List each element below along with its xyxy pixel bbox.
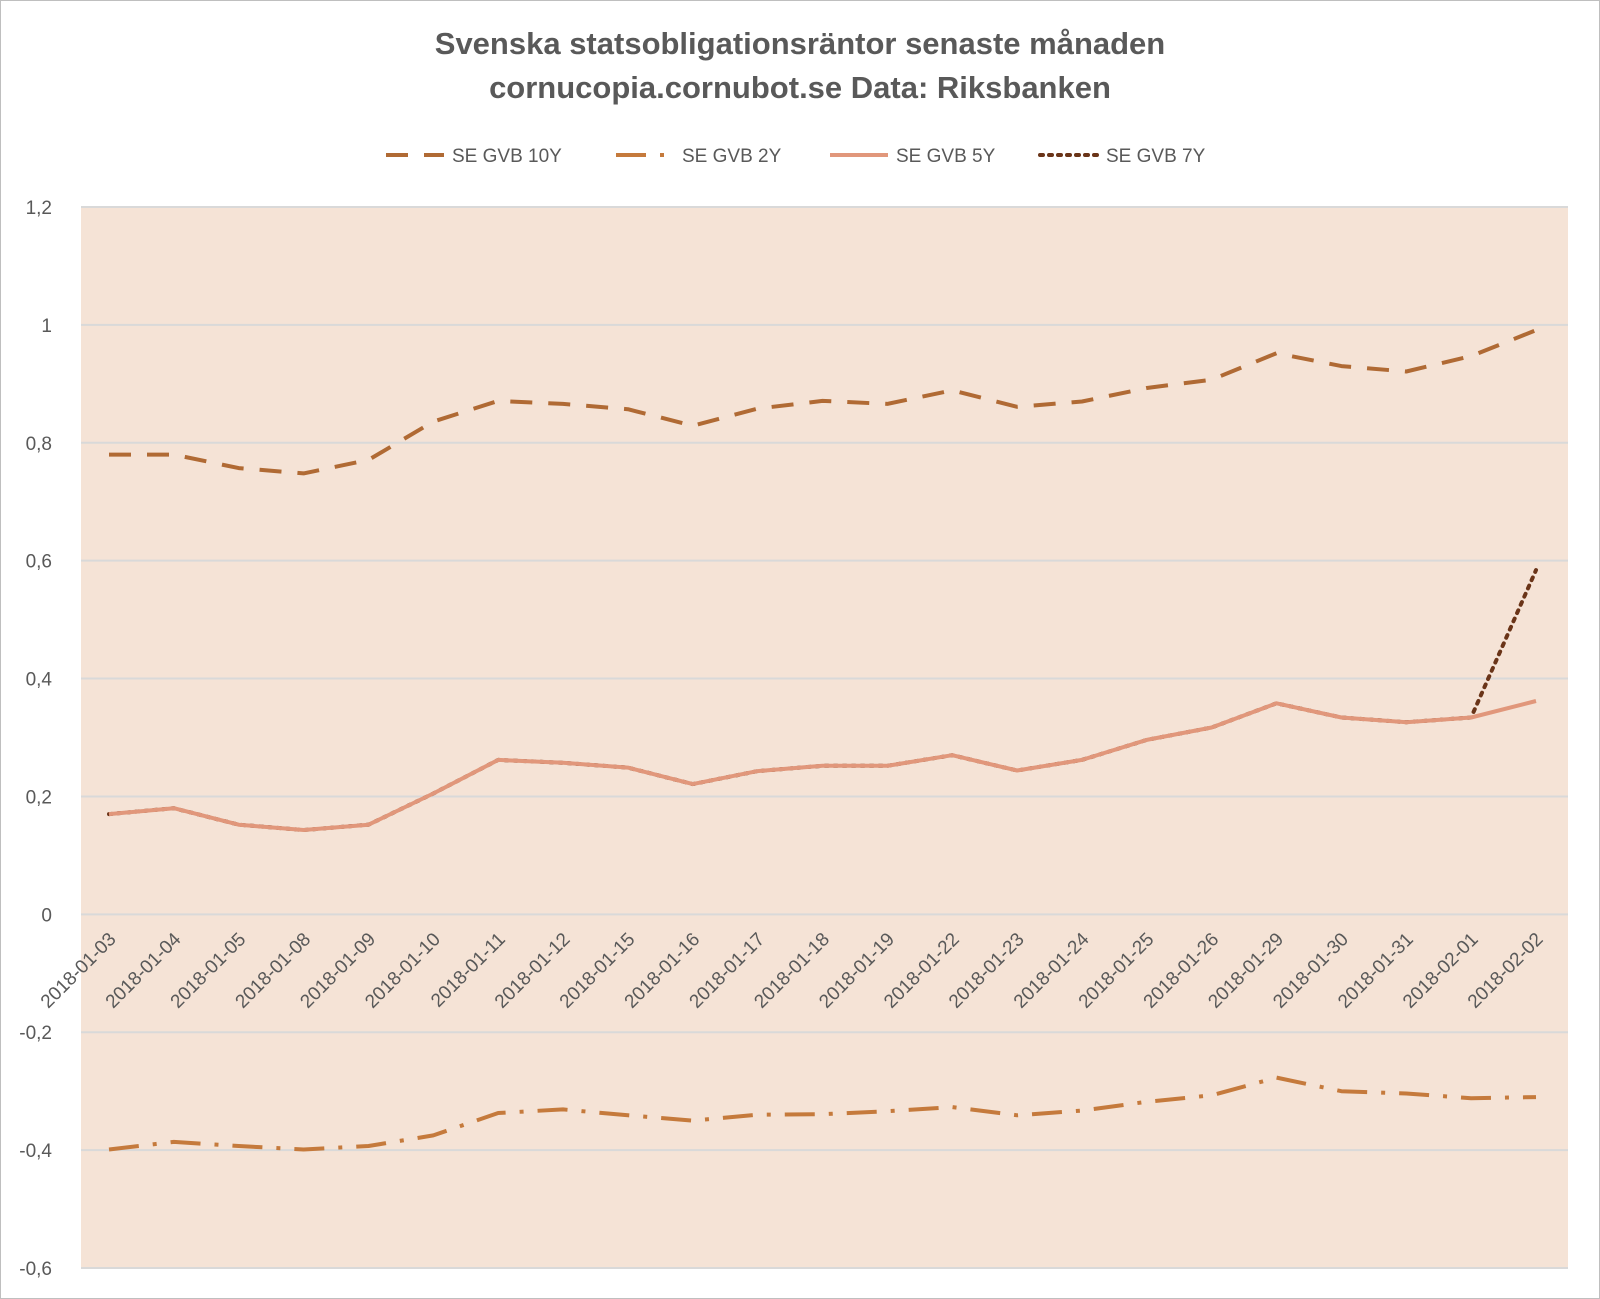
plot-area: [81, 207, 1568, 1268]
series-lines: [107, 328, 1538, 1152]
y-tick-label: -0,6: [19, 1259, 52, 1280]
y-tick-label: -0,4: [19, 1141, 52, 1162]
gridlines: [81, 206, 1568, 1269]
y-tick-label: 0: [41, 905, 52, 926]
legend-label: SE GVB 2Y: [682, 146, 782, 167]
y-tick-label: 0,4: [26, 670, 53, 691]
series-line-se-gvb-2y: [108, 1075, 1537, 1152]
chart-subtitle: cornucopia.cornubot.se Data: Riksbanken: [489, 70, 1111, 105]
y-tick-label: 0,8: [26, 434, 52, 455]
y-tick-label: 1: [41, 316, 52, 337]
chart-title: Svenska statsobligationsräntor senaste m…: [435, 26, 1165, 61]
y-tick-label: 1,2: [26, 198, 52, 219]
legend-label: SE GVB 10Y: [452, 146, 562, 167]
legend: SE GVB 10Y SE GVB 2Y SE GVB 5Y SE GVB 7Y: [386, 146, 1206, 167]
series-line-se-gvb-5y: [108, 699, 1537, 832]
y-tick-label: 0,2: [26, 787, 52, 808]
y-tick-label: -0,2: [19, 1023, 52, 1044]
legend-label: SE GVB 7Y: [1106, 146, 1206, 167]
legend-label: SE GVB 5Y: [896, 146, 996, 167]
y-tick-label: 0,6: [26, 552, 52, 573]
y-axis: 1,2 1 0,8 0,6 0,4 0,2 0 -0,2 -0,4 -0,6: [19, 198, 52, 1280]
series-line-se-gvb-10y: [109, 328, 1537, 476]
